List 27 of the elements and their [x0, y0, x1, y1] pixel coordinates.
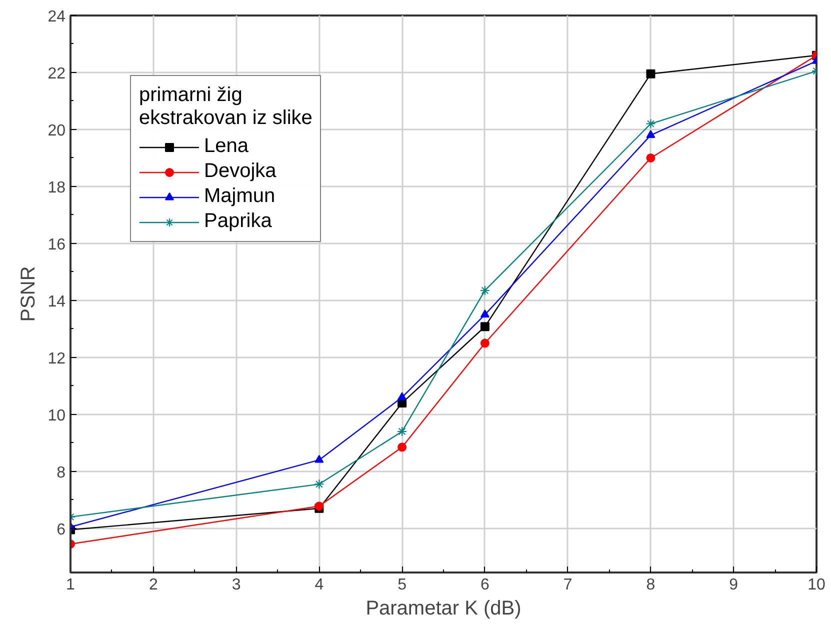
legend-label: Devojka: [204, 160, 276, 183]
y-tick-label: 12: [48, 350, 66, 368]
legend-label: Lena: [204, 135, 248, 158]
y-tick-label: 8: [56, 464, 66, 482]
y-tick-label: 6: [56, 521, 66, 538]
legend-label: Majmun: [204, 185, 276, 208]
y-tick-label: 22: [48, 65, 66, 82]
x-tick-label: 5: [398, 576, 407, 594]
x-tick-label: 3: [232, 576, 241, 594]
x-tick-label: 6: [480, 576, 490, 594]
legend-label: Paprika: [204, 210, 272, 233]
x-tick-label: 10: [808, 576, 826, 594]
x-tick-label: 9: [729, 576, 738, 594]
legend-title: primarni žig ekstrakovan iz slike: [139, 84, 312, 130]
x-tick-label: 2: [148, 576, 158, 594]
y-tick-label: 10: [48, 407, 66, 424]
y-tick-label: 24: [48, 8, 66, 26]
y-tick-label: 18: [48, 179, 66, 196]
y-tick-label: 14: [48, 293, 66, 310]
x-tick-label: 7: [563, 576, 572, 594]
x-tick-label: 8: [646, 576, 656, 594]
y-tick-label: 20: [48, 122, 66, 140]
x-tick-label: 4: [314, 576, 324, 594]
x-tick-label: 1: [66, 576, 76, 594]
y-axis-title: PSNR: [18, 266, 40, 322]
x-axis-title: Parametar K (dB): [366, 598, 522, 620]
y-tick-label: 16: [48, 236, 66, 254]
